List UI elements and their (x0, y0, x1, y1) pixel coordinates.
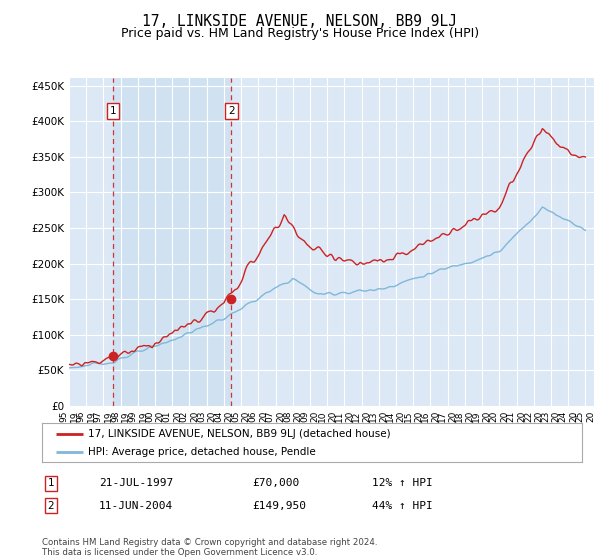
Text: Contains HM Land Registry data © Crown copyright and database right 2024.
This d: Contains HM Land Registry data © Crown c… (42, 538, 377, 557)
Text: 17, LINKSIDE AVENUE, NELSON, BB9 9LJ: 17, LINKSIDE AVENUE, NELSON, BB9 9LJ (143, 14, 458, 29)
Text: 12% ↑ HPI: 12% ↑ HPI (372, 478, 433, 488)
Text: 11-JUN-2004: 11-JUN-2004 (99, 501, 173, 511)
Text: £70,000: £70,000 (252, 478, 299, 488)
Text: 44% ↑ HPI: 44% ↑ HPI (372, 501, 433, 511)
Text: 2: 2 (228, 106, 235, 116)
Text: 2: 2 (47, 501, 55, 511)
Text: Price paid vs. HM Land Registry's House Price Index (HPI): Price paid vs. HM Land Registry's House … (121, 27, 479, 40)
Text: £149,950: £149,950 (252, 501, 306, 511)
Text: HPI: Average price, detached house, Pendle: HPI: Average price, detached house, Pend… (88, 447, 316, 457)
Text: 1: 1 (110, 106, 116, 116)
Text: 17, LINKSIDE AVENUE, NELSON, BB9 9LJ (detached house): 17, LINKSIDE AVENUE, NELSON, BB9 9LJ (de… (88, 429, 391, 439)
Text: 21-JUL-1997: 21-JUL-1997 (99, 478, 173, 488)
Bar (113, 78, 232, 406)
Text: 1: 1 (47, 478, 55, 488)
